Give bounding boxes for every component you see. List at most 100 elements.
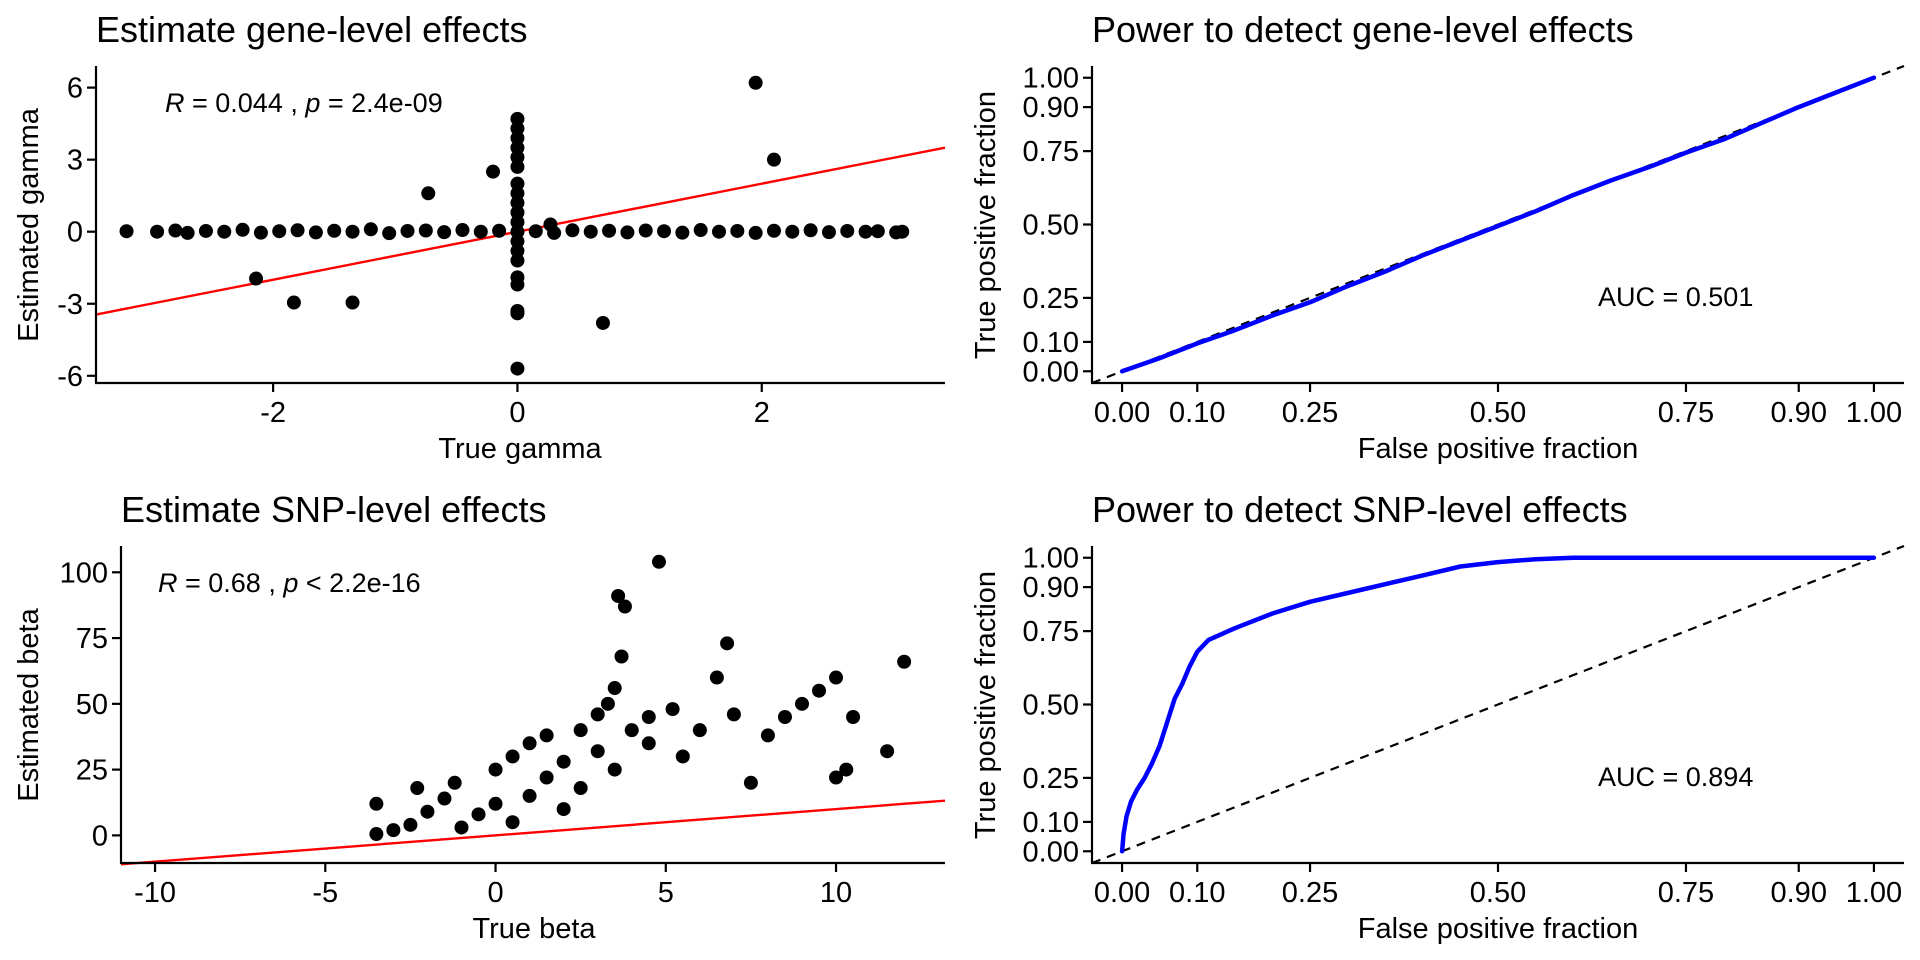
y-tick-label: 75 [76, 623, 108, 655]
y-tick-label: 25 [76, 755, 108, 787]
x-tick-label: -10 [134, 877, 176, 909]
panel-gene-scatter: Estimate gene-level effects R = 0.044 , … [13, 9, 946, 465]
data-point [488, 796, 503, 811]
data-point [595, 315, 610, 330]
regression-line [120, 799, 946, 866]
data-point [119, 224, 134, 239]
x-tick-label: 0.10 [1169, 397, 1225, 429]
data-point [858, 224, 873, 239]
data-point [510, 253, 525, 268]
x-tick-label: 0.90 [1771, 877, 1827, 909]
data-point [803, 223, 818, 238]
x-axis-title: True gamma [438, 433, 602, 465]
roc-curve [1119, 75, 1877, 374]
data-point [369, 827, 384, 842]
y-tick-label: 0.25 [1023, 763, 1079, 795]
x-tick-label: -2 [260, 397, 286, 429]
data-point [766, 223, 781, 238]
roc-curve [1119, 555, 1877, 854]
r-label: R [158, 568, 178, 598]
data-point [522, 736, 537, 751]
fit-line-layer [120, 799, 946, 866]
p-label: p [304, 88, 320, 118]
r-text: = 0.68 , [178, 568, 284, 598]
data-point [420, 804, 435, 819]
data-point [556, 802, 571, 817]
data-point [510, 150, 525, 165]
y-tick-label: 0.25 [1023, 283, 1079, 315]
y-axis-title: True positive fraction [970, 91, 1002, 359]
data-point [510, 176, 525, 191]
data-point [418, 223, 433, 238]
data-point [382, 226, 397, 241]
data-point [510, 121, 525, 136]
data-point [403, 817, 418, 832]
data-point [692, 723, 707, 738]
y-tick-label: 0.75 [1023, 136, 1079, 168]
data-point [895, 224, 910, 239]
data-point [709, 670, 724, 685]
tick-layer: 0.000.000.100.100.250.250.500.500.750.75… [1023, 63, 1903, 429]
data-point [651, 554, 666, 569]
roc-curve-layer [1119, 75, 1877, 374]
data-point [675, 225, 690, 240]
data-point [471, 807, 486, 822]
data-point [565, 223, 580, 238]
data-point [473, 224, 488, 239]
y-tick-label: 0.10 [1023, 327, 1079, 359]
data-point [492, 223, 507, 238]
data-point [455, 223, 470, 238]
data-point [235, 222, 250, 237]
data-point [543, 217, 558, 232]
data-point [363, 222, 378, 237]
x-tick-label: -5 [312, 877, 338, 909]
y-axis-title: Estimated gamma [13, 107, 45, 342]
data-point [400, 223, 415, 238]
data-point [794, 696, 809, 711]
data-point [528, 224, 543, 239]
data-point [505, 815, 520, 830]
panel-title: Power to detect gene-level effects [1092, 9, 1634, 50]
x-tick-label: 0.90 [1771, 397, 1827, 429]
data-point [829, 770, 844, 785]
p-text: < 2.2e-16 [298, 568, 420, 598]
data-point [447, 775, 462, 790]
x-tick-label: 0.50 [1470, 877, 1526, 909]
r-label: R [165, 88, 185, 118]
data-point [620, 225, 635, 240]
data-point [590, 707, 605, 722]
x-axis-title: False positive fraction [1358, 913, 1638, 945]
y-tick-label: 1.00 [1023, 63, 1079, 95]
data-point [766, 152, 781, 167]
y-tick-label: 0 [92, 820, 108, 852]
panel-title: Estimate SNP-level effects [121, 489, 547, 530]
data-point [286, 295, 301, 310]
data-point [510, 234, 525, 249]
data-point [726, 707, 741, 722]
reference-diagonal-layer [1091, 544, 1905, 865]
correlation-annotation: R = 0.044 , p = 2.4e-09 [165, 88, 443, 118]
data-point [522, 788, 537, 803]
y-tick-label: 0.50 [1023, 690, 1079, 722]
x-tick-label: 0 [509, 397, 525, 429]
data-point [675, 749, 690, 764]
data-point [386, 823, 401, 838]
data-point [308, 225, 323, 240]
data-point [437, 225, 452, 240]
data-point [573, 781, 588, 796]
x-tick-label: 0.00 [1094, 877, 1150, 909]
data-point [510, 131, 525, 146]
data-point [345, 224, 360, 239]
data-point [712, 224, 727, 239]
data-point [539, 728, 554, 743]
auc-annotation: AUC = 0.894 [1598, 762, 1753, 792]
data-point [510, 215, 525, 230]
p-text: = 2.4e-09 [320, 88, 442, 118]
data-point [510, 186, 525, 201]
data-point [510, 306, 525, 321]
panel-snp-roc: Power to detect SNP-level effects AUC = … [970, 489, 1905, 945]
data-point [638, 223, 653, 238]
data-point [748, 225, 763, 240]
